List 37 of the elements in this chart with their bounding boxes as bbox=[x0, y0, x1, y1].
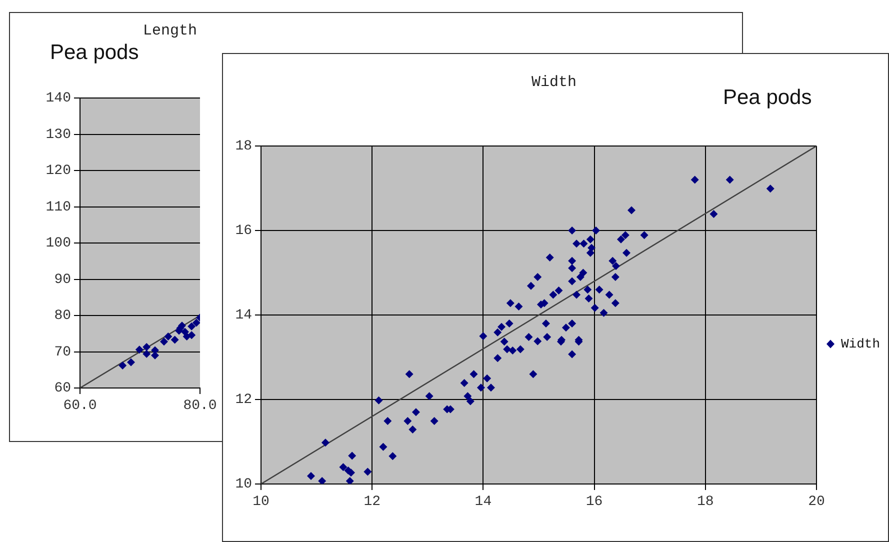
point bbox=[170, 336, 179, 344]
point bbox=[142, 350, 151, 358]
point bbox=[188, 331, 196, 340]
text: Pea pods bbox=[723, 86, 812, 110]
y-tick-label: 14 bbox=[235, 308, 252, 324]
point bbox=[127, 358, 135, 366]
y-tick-label: 120 bbox=[46, 163, 71, 180]
y-tick-label: 130 bbox=[46, 126, 71, 143]
y-tick-label: 140 bbox=[46, 90, 71, 107]
text: Pea pods bbox=[50, 41, 139, 65]
y-tick-label: 60 bbox=[54, 380, 71, 397]
x-tick-label: 12 bbox=[364, 494, 381, 510]
x-tick-label: 80.0 bbox=[183, 398, 217, 414]
y-tick-label: 80 bbox=[54, 308, 71, 324]
chart-title: Length bbox=[142, 22, 198, 40]
y-tick-label: 10 bbox=[235, 476, 252, 493]
point bbox=[160, 338, 168, 346]
x-tick-label: 18 bbox=[696, 494, 714, 510]
point bbox=[142, 343, 151, 352]
chart-title: Width bbox=[531, 74, 577, 91]
legend-label: Width bbox=[840, 336, 880, 352]
point bbox=[188, 322, 196, 330]
y-tick-label: 18 bbox=[235, 138, 252, 155]
point bbox=[118, 362, 127, 370]
x-tick-label: 10 bbox=[252, 494, 270, 510]
x-tick-label: 60.0 bbox=[63, 398, 97, 414]
x-tick-label: 20 bbox=[808, 494, 825, 510]
y-tick-label: 16 bbox=[235, 223, 252, 240]
x-tick-label: 16 bbox=[586, 494, 603, 510]
y-tick-label: 90 bbox=[54, 272, 71, 288]
y-tick-label: 70 bbox=[54, 344, 71, 360]
point bbox=[192, 318, 200, 327]
x-tick-label: 14 bbox=[474, 494, 492, 510]
point bbox=[164, 332, 172, 341]
y-tick-label: 100 bbox=[46, 236, 71, 252]
y-tick-label: 110 bbox=[46, 199, 71, 216]
point bbox=[135, 346, 144, 354]
